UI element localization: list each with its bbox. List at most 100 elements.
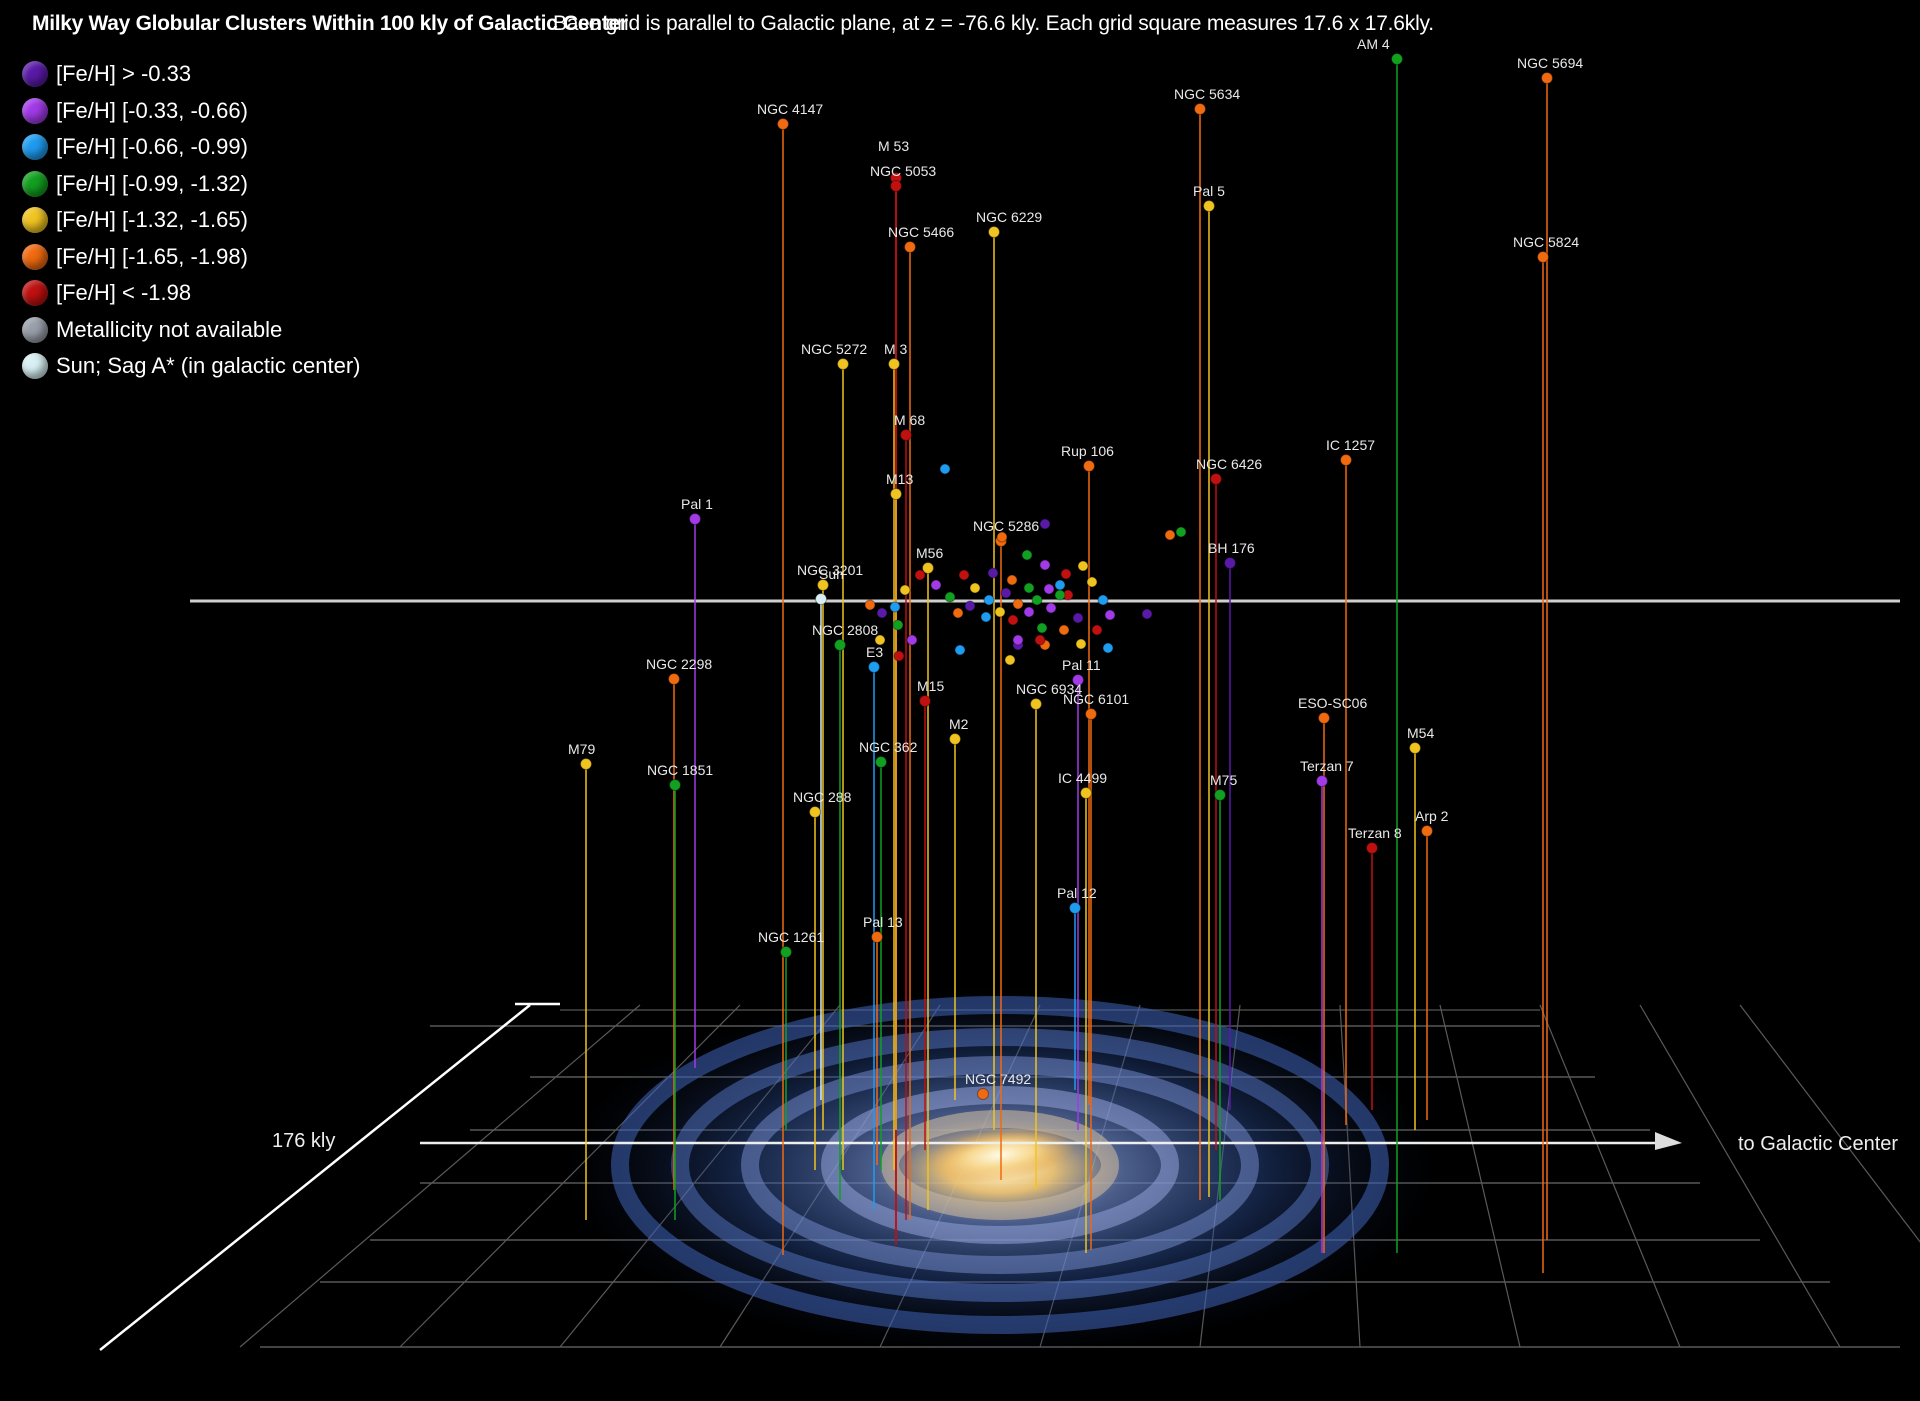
cluster-point: [834, 639, 846, 651]
cluster-point: [876, 607, 888, 619]
cluster-point: [1541, 72, 1553, 84]
legend-label: [Fe/H] < -1.98: [56, 280, 192, 306]
legend-swatch: [22, 243, 48, 270]
reference-axes: [99, 599, 1900, 1351]
legend-swatch: [22, 134, 48, 161]
cluster-point: [1421, 825, 1433, 837]
cluster-point: [1077, 560, 1089, 572]
galactic-center-direction-label: to Galactic Center: [1738, 1133, 1899, 1155]
cluster-label: NGC 362: [859, 739, 918, 755]
cluster-point: [1006, 574, 1018, 586]
cluster-point: [996, 531, 1008, 543]
cluster-point: [871, 931, 883, 943]
cluster-point: [888, 358, 900, 370]
cluster-label: NGC 3201: [797, 562, 863, 578]
cluster-point: [1203, 200, 1215, 212]
cluster-label: NGC 288: [793, 789, 852, 805]
cluster-label: M79: [568, 741, 595, 757]
cluster-label: M54: [1407, 725, 1434, 741]
cluster-label: M75: [1210, 772, 1237, 788]
cluster-point: [994, 606, 1006, 618]
cluster-labels: AM 4 NGC 5694 NGC 5634 NGC 4147 M 53 NGC 5053…: [568, 36, 1583, 1087]
cluster-label: M 3: [884, 341, 908, 357]
cluster-point: [949, 733, 961, 745]
grid-line: [1639, 1004, 1841, 1348]
cluster-point: [817, 579, 829, 591]
cluster-point: [980, 611, 992, 623]
cluster-label: NGC 2298: [646, 656, 712, 672]
cluster-label: Pal 5: [1193, 183, 1225, 199]
cluster-point: [987, 567, 999, 579]
cluster-point: [1054, 579, 1066, 591]
legend-item: [Fe/H] [-1.65, -1.98): [22, 239, 361, 276]
cluster-point: [899, 584, 911, 596]
cluster-point: [780, 946, 792, 958]
cluster-point: [689, 513, 701, 525]
cluster-point: [890, 180, 902, 192]
legend-label: [Fe/H] [-1.65, -1.98): [56, 243, 248, 269]
cluster-point: [1537, 251, 1549, 263]
cluster-label: NGC 6426: [1196, 456, 1262, 472]
cluster-label: ESO-SC06: [1298, 695, 1367, 711]
cluster-point: [1214, 789, 1226, 801]
cluster-point: [668, 673, 680, 685]
cluster-point: [1409, 742, 1421, 754]
legend-swatch: [22, 353, 48, 380]
cluster-label: M 53: [878, 138, 909, 154]
cluster-label: M56: [916, 545, 943, 561]
legend-swatch: [22, 97, 48, 124]
grid-line: [239, 1004, 641, 1348]
cluster-label: M2: [949, 716, 969, 732]
legend-item: Sun; Sag A* (in galactic center): [22, 348, 361, 385]
cluster-point: [874, 634, 886, 646]
cluster-label: IC 4499: [1058, 770, 1107, 786]
cluster-point: [1083, 460, 1095, 472]
cluster-stems: [585, 59, 1548, 1273]
cluster-point: [1039, 518, 1051, 530]
chart-subtitle: Base grid is parallel to Galactic plane,…: [553, 12, 1434, 35]
cluster-point: [944, 591, 956, 603]
cluster-label: M13: [886, 471, 913, 487]
cluster-label: NGC 6934: [1016, 681, 1082, 697]
cluster-point: [939, 463, 951, 475]
legend-label: Sun; Sag A* (in galactic center): [56, 353, 361, 379]
direction-arrow-icon: [1655, 1132, 1682, 1150]
legend-swatch: [22, 316, 48, 343]
cluster-point: [1007, 614, 1019, 626]
cluster-point: [1045, 602, 1057, 614]
cluster-label: AM 4: [1357, 36, 1390, 52]
legend-label: [Fe/H] > -0.33: [56, 61, 192, 87]
cluster-point: [977, 1088, 989, 1100]
cluster-point: [864, 599, 876, 611]
cluster-label: Pal 12: [1057, 885, 1097, 901]
cluster-point: [777, 118, 789, 130]
cluster-label: E3: [866, 644, 883, 660]
cluster-point: [1069, 902, 1081, 914]
legend-item: Metallicity not available: [22, 312, 361, 349]
cluster-point: [958, 569, 970, 581]
legend-label: [Fe/H] [-0.66, -0.99): [56, 134, 248, 160]
cluster-point: [875, 756, 887, 768]
legend-item: [Fe/H] [-0.99, -1.32): [22, 166, 361, 203]
cluster-point: [868, 661, 880, 673]
cluster-point: [1102, 642, 1114, 654]
cluster-point: [1072, 612, 1084, 624]
cluster-point: [1091, 624, 1103, 636]
cluster-point: [893, 650, 905, 662]
cluster-point: [930, 579, 942, 591]
cluster-point: [1030, 698, 1042, 710]
cluster-label: NGC 5824: [1513, 234, 1579, 250]
legend-label: [Fe/H] [-0.99, -1.32): [56, 170, 248, 196]
cluster-point: [1004, 654, 1016, 666]
legend-item: [Fe/H] [-1.32, -1.65): [22, 202, 361, 239]
cluster-point: [1054, 589, 1066, 601]
cluster-label: M15: [917, 678, 944, 694]
cluster-label: NGC 2808: [812, 622, 878, 638]
cluster-label: NGC 1851: [647, 762, 713, 778]
grid-line: [1439, 1004, 1521, 1348]
cluster-point: [809, 806, 821, 818]
grid-line: [1539, 1004, 1681, 1348]
cluster-point: [1023, 606, 1035, 618]
legend: [Fe/H] > -0.33 [Fe/H] [-0.33, -0.66) [Fe/H…: [22, 56, 361, 385]
